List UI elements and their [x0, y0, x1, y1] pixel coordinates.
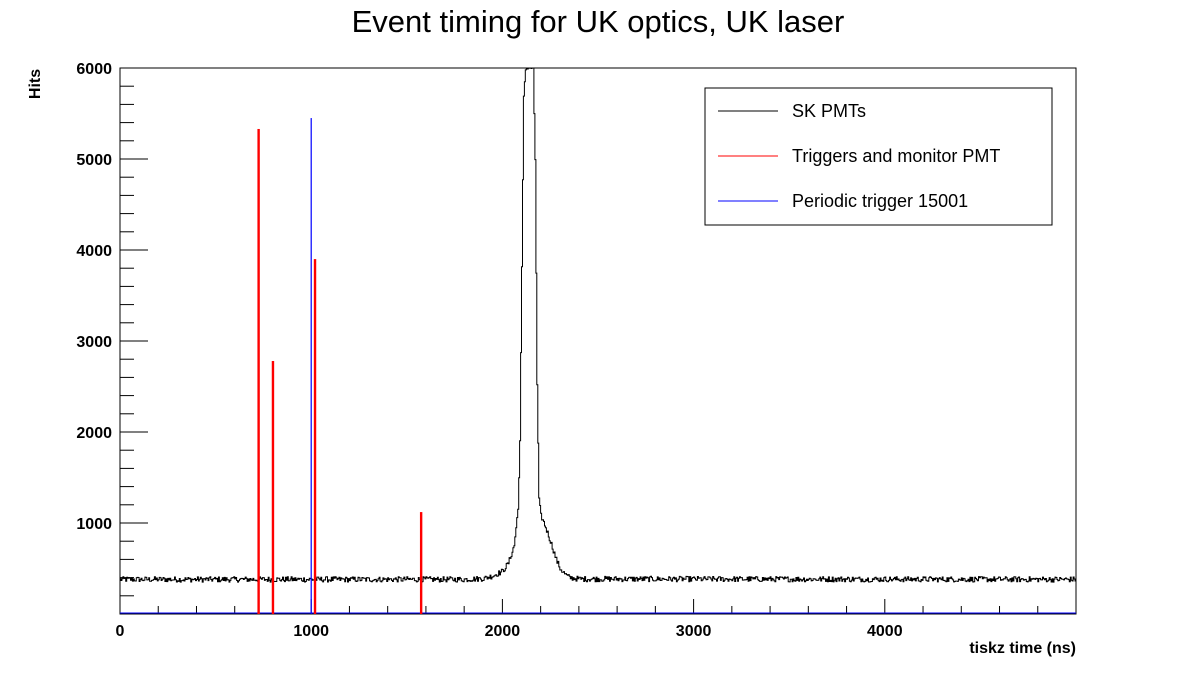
chart-title: Event timing for UK optics, UK laser: [352, 4, 845, 39]
x-tick-label: 2000: [485, 623, 521, 640]
x-axis-label: tiskz time (ns): [969, 640, 1076, 657]
y-tick-label: 5000: [76, 152, 112, 169]
legend-label: Periodic trigger 15001: [792, 191, 968, 211]
y-tick-label: 2000: [76, 425, 112, 442]
axis-ticks: 0 1000 2000 3000 4000 1000 2000 3000 4000 5000 600…: [76, 61, 1077, 640]
y-axis-label: Hits: [27, 69, 44, 99]
trigger-spike: [313, 259, 317, 614]
x-tick-label: 3000: [676, 623, 712, 640]
x-tick-label: 4000: [867, 623, 903, 640]
x-tick-label: 1000: [293, 623, 329, 640]
trigger-spike: [419, 512, 423, 614]
trigger-spike: [271, 361, 275, 614]
series-sk-pmts: [120, 68, 1076, 583]
legend-label: SK PMTs: [792, 101, 866, 121]
legend: SK PMTs Triggers and monitor PMT Periodic …: [704, 87, 1053, 226]
chart-series: [120, 68, 1076, 615]
legend-label: Triggers and monitor PMT: [792, 146, 1000, 166]
y-tick-label: 3000: [76, 334, 112, 351]
periodic-trigger-spike: [310, 118, 312, 615]
y-tick-label: 6000: [76, 61, 112, 78]
y-tick-label: 4000: [76, 243, 112, 260]
y-tick-label: 1000: [76, 516, 112, 533]
trigger-spike: [257, 128, 260, 614]
x-tick-label: 0: [116, 623, 125, 640]
